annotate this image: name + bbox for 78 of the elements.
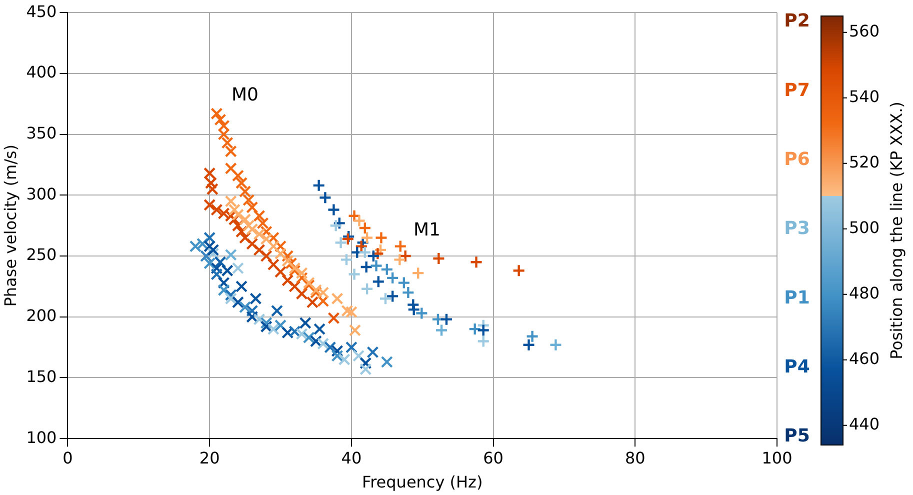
point (434, 324, 448, 337)
point (476, 334, 490, 348)
point (348, 209, 361, 222)
point (386, 290, 400, 303)
annotation: M1 (414, 220, 440, 241)
y-tick-label: 300 (26, 184, 57, 204)
point (393, 253, 406, 266)
point (354, 240, 368, 253)
x-tick-label: 80 (624, 448, 646, 468)
point (327, 203, 340, 216)
text: P5 (784, 426, 810, 447)
point (378, 292, 392, 306)
x-tick-label: 100 (762, 448, 792, 468)
point (476, 324, 490, 337)
point (374, 231, 388, 244)
color-bar-label: 460 (849, 349, 880, 368)
x-tick-label: 20 (199, 448, 220, 468)
color-bar-label: 440 (849, 414, 880, 434)
y-tick-label: 200 (26, 306, 57, 326)
point (332, 216, 346, 230)
point (398, 249, 412, 263)
y-tick-label: 450 (26, 2, 57, 21)
color-bar-label: 520 (849, 152, 880, 172)
point (329, 219, 342, 232)
y-tick-label: 250 (26, 245, 57, 264)
point (358, 221, 372, 235)
point (360, 231, 374, 244)
point (397, 276, 411, 290)
color-bar-label: 480 (849, 284, 880, 303)
x-tick-label: 40 (341, 448, 362, 468)
point (394, 240, 407, 253)
point (440, 312, 454, 326)
point (360, 260, 373, 274)
text: P4 (784, 356, 810, 378)
point (402, 286, 415, 300)
x-axis-title: Frequency (Hz) (362, 472, 483, 492)
point (412, 266, 425, 280)
point (358, 246, 372, 259)
color-bar-label: 560 (849, 22, 880, 41)
x-tick-label: 0 (62, 448, 73, 468)
point (342, 230, 356, 244)
point (341, 232, 354, 246)
point (371, 246, 384, 260)
annotation: M0 (232, 84, 258, 106)
point (526, 330, 539, 343)
point (370, 259, 383, 272)
point (356, 236, 370, 250)
point (372, 274, 385, 288)
text: P7 (784, 80, 810, 101)
y-axis-title: Phase velocity (m/s) (0, 144, 20, 307)
x-tick-label: 60 (483, 448, 504, 468)
text: P6 (784, 149, 810, 170)
color-bar-label: 540 (849, 87, 880, 106)
point (522, 338, 536, 352)
color-bar-title: Position along the line (KP XXX.) (887, 102, 906, 360)
point (318, 191, 332, 204)
color-bar-label: 500 (849, 218, 880, 238)
point (340, 253, 354, 266)
point (352, 214, 366, 228)
point (549, 338, 562, 352)
point (432, 252, 446, 266)
point (366, 249, 380, 263)
point (415, 306, 428, 320)
point (470, 256, 483, 269)
point (334, 236, 348, 250)
y-tick-label: 150 (26, 366, 57, 386)
point (360, 282, 374, 296)
y-tick-label: 100 (26, 428, 57, 447)
text: P3 (784, 218, 810, 240)
text: P1 (784, 287, 810, 308)
point (512, 264, 526, 278)
text: P2 (784, 10, 810, 32)
y-tick-label: 350 (26, 123, 57, 142)
point (312, 178, 326, 192)
point (348, 268, 361, 281)
point (468, 322, 482, 336)
y-tick-label: 400 (26, 62, 57, 82)
point (374, 243, 388, 257)
